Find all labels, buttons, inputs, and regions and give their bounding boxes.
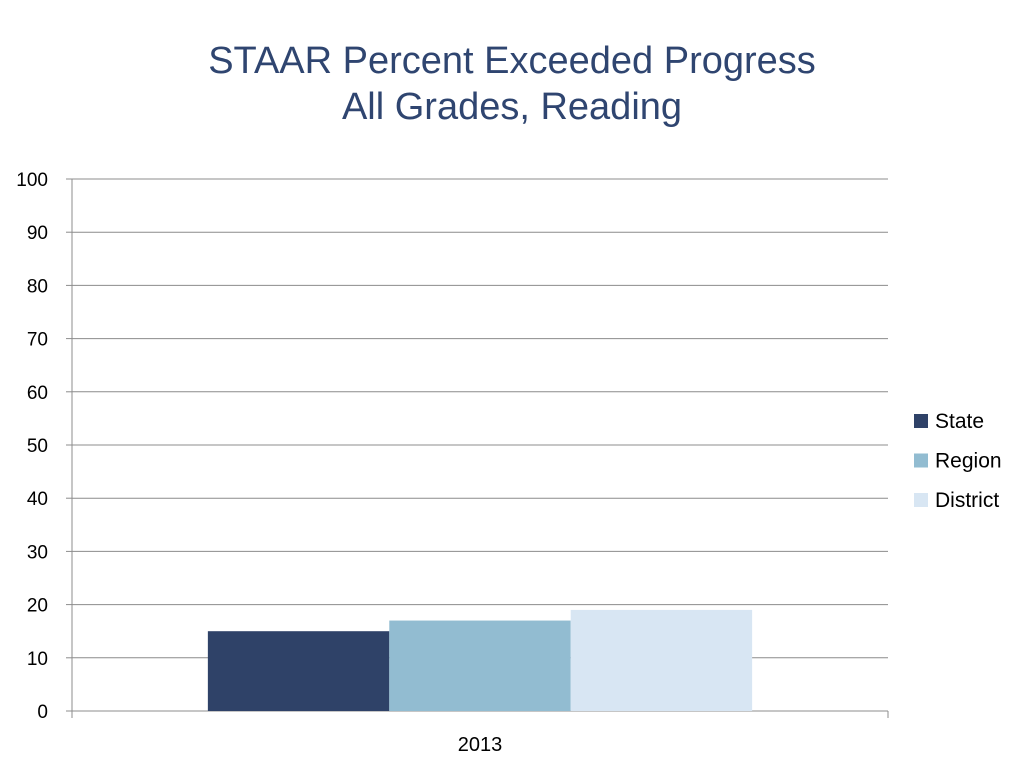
y-tick-label: 20 [27,596,48,617]
y-tick-label: 70 [27,330,48,351]
y-tick-label: 10 [27,649,48,670]
y-tick-label: 50 [27,436,48,457]
chart-title-line-1: STAAR Percent Exceeded Progress [208,40,816,82]
legend-label-district: District [935,489,999,512]
legend-swatch-region [914,453,928,468]
y-tick-label: 80 [27,276,48,297]
bar-state-2013 [207,631,390,711]
chart-title: STAAR Percent Exceeded Progress All Grad… [0,38,1024,130]
legend-label-state: State [935,410,984,433]
y-tick-label: 0 [37,702,48,723]
y-tick-label: 60 [27,383,48,404]
y-tick-label: 90 [27,223,48,244]
y-tick-label: 100 [16,170,48,191]
axis-labels: 0 10 20 30 40 50 60 70 80 90 100 2013 [16,170,502,756]
legend: State Region District [914,410,1002,512]
bar-region-2013 [389,620,571,711]
y-tick-label: 30 [27,542,48,563]
bar-district-2013 [570,609,753,711]
bars [207,609,753,711]
legend-label-region: Region [935,450,1002,473]
legend-swatch-district [914,493,928,507]
legend-swatch-state [914,414,928,428]
chart-title-line-2: All Grades, Reading [341,86,683,128]
gridlines [72,178,888,659]
y-tick-label: 40 [27,489,48,510]
x-category-label: 2013 [458,734,503,756]
